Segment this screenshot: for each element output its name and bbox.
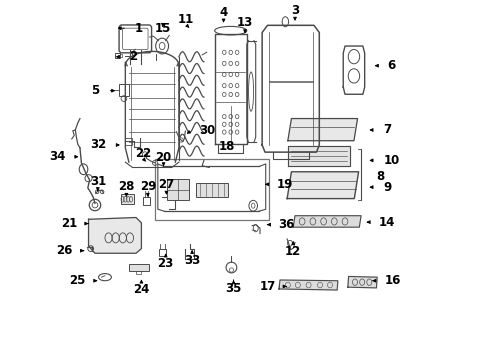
Polygon shape [348,276,377,288]
Bar [159,249,167,256]
Bar [125,138,132,145]
Text: 20: 20 [155,151,172,164]
Text: 29: 29 [140,180,156,193]
Text: 16: 16 [384,274,401,287]
Text: 2: 2 [130,50,138,63]
Text: 33: 33 [184,254,200,267]
Polygon shape [293,216,361,227]
Text: 35: 35 [225,282,242,295]
Bar [168,179,189,201]
Text: 15: 15 [155,22,171,35]
Text: 6: 6 [387,59,395,72]
Text: 1: 1 [135,22,143,35]
Text: 22: 22 [135,147,151,160]
Bar [196,183,228,197]
Bar [121,54,122,57]
Text: 27: 27 [158,178,174,191]
Text: 18: 18 [219,140,235,153]
Bar [119,84,128,96]
Text: 13: 13 [237,16,253,29]
Bar [143,197,149,205]
Text: 17: 17 [260,280,276,293]
Text: 24: 24 [133,283,149,296]
Bar [121,194,134,204]
Text: 26: 26 [56,244,73,257]
Text: 23: 23 [158,257,174,270]
Bar [155,158,270,220]
Polygon shape [288,146,350,166]
Bar [115,53,120,58]
Text: 12: 12 [285,245,301,258]
Text: 3: 3 [291,4,299,17]
Polygon shape [288,118,358,141]
Text: 7: 7 [383,123,392,136]
Text: 36: 36 [279,218,295,231]
Text: 32: 32 [91,139,107,152]
Text: 10: 10 [383,154,399,167]
Polygon shape [287,172,359,199]
Text: 30: 30 [199,124,216,137]
Text: 8: 8 [377,170,385,183]
Polygon shape [279,280,338,290]
Text: 31: 31 [90,175,106,188]
Text: 5: 5 [91,84,99,97]
Text: 11: 11 [178,13,194,26]
Text: 21: 21 [61,217,77,230]
Text: 9: 9 [383,181,392,194]
Text: 28: 28 [118,180,135,193]
Text: 34: 34 [49,150,66,163]
Text: 14: 14 [379,216,395,229]
Polygon shape [89,217,142,253]
Text: 25: 25 [69,274,85,287]
Text: 19: 19 [277,178,294,191]
Text: 4: 4 [220,6,228,19]
Bar [129,264,148,271]
Bar [136,271,142,274]
